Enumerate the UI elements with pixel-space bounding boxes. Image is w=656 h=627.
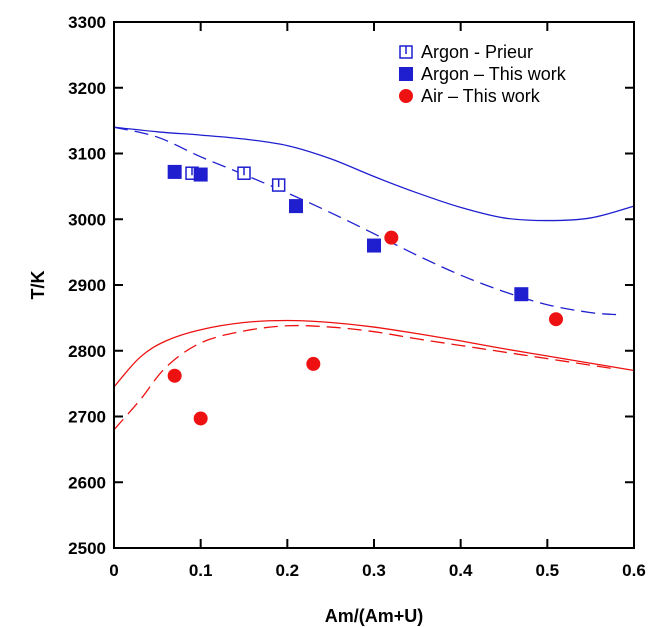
- legend-label: Argon - Prieur: [421, 42, 533, 62]
- x-tick-label: 0.4: [449, 561, 473, 580]
- y-tick-label: 3200: [68, 79, 106, 98]
- legend-label: Argon – This work: [421, 64, 567, 84]
- curve-dashed-1: [113, 126, 617, 316]
- x-tick-label: 0.1: [189, 561, 213, 580]
- y-tick-label: 3000: [68, 210, 106, 229]
- fit-curves: [113, 126, 635, 431]
- x-tick-label: 0.6: [622, 561, 646, 580]
- y-tick-label: 2600: [68, 473, 106, 492]
- y-tick-label: 3300: [68, 13, 106, 32]
- x-tick-label: 0: [109, 561, 118, 580]
- x-tick-label: 0.2: [276, 561, 300, 580]
- y-tick-label: 3100: [68, 145, 106, 164]
- point-filled-square: [193, 167, 208, 182]
- curve-dashed-3: [113, 324, 617, 431]
- curve-solid-0: [113, 126, 635, 222]
- y-axis-title: T/K: [28, 271, 48, 300]
- point-filled-square: [167, 164, 182, 179]
- curve-solid-2: [113, 319, 635, 388]
- x-tick-label: 0.3: [362, 561, 386, 580]
- point-filled-circle: [549, 312, 563, 327]
- y-tick-label: 2900: [68, 276, 106, 295]
- y-tick-label: 2700: [68, 408, 106, 427]
- point-filled-square: [514, 287, 529, 302]
- point-filled-circle: [167, 368, 182, 383]
- data-markers: [167, 164, 563, 426]
- legend-marker-filled-circle: [399, 89, 413, 103]
- point-filled-circle: [384, 230, 399, 245]
- point-filled-square: [367, 238, 381, 253]
- x-axis-title: Am/(Am+U): [325, 606, 424, 626]
- plot-frame: [113, 21, 635, 549]
- axis-ticks: [113, 21, 635, 549]
- y-tick-label: 2500: [68, 539, 106, 558]
- point-filled-circle: [306, 356, 321, 371]
- tick-labels: 0 0.1 0.2 0.3 0.4 0.5 0.6 2500 2600 2700 2800 2900 3…: [68, 13, 646, 580]
- point-filled-circle: [193, 411, 208, 426]
- legend-marker-open-square: [399, 45, 413, 59]
- point-open-square: [237, 166, 251, 180]
- y-tick-label: 2800: [68, 342, 106, 361]
- point-filled-square: [289, 199, 303, 214]
- legend-label: Air – This work: [421, 86, 541, 106]
- point-open-square: [271, 178, 286, 192]
- legend-marker-filled-square: [399, 67, 413, 81]
- x-tick-label: 0.5: [536, 561, 560, 580]
